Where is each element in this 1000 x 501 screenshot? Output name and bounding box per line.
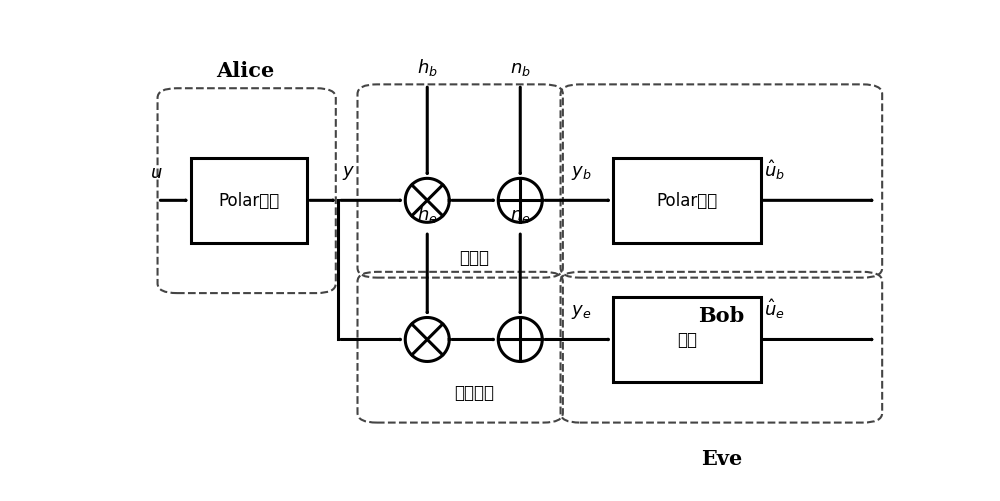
Text: Polar编码: Polar编码 <box>218 192 280 210</box>
Text: $\hat{u}_e$: $\hat{u}_e$ <box>764 297 785 321</box>
Text: Polar译码: Polar译码 <box>656 192 718 210</box>
Text: $n_b$: $n_b$ <box>510 60 531 78</box>
Text: $\hat{u}_b$: $\hat{u}_b$ <box>764 158 785 182</box>
Text: $u$: $u$ <box>150 164 162 182</box>
FancyBboxPatch shape <box>191 158 307 243</box>
Text: Alice: Alice <box>216 62 274 81</box>
Text: $y_e$: $y_e$ <box>571 303 591 321</box>
FancyBboxPatch shape <box>613 158 761 243</box>
Text: $y_b$: $y_b$ <box>571 164 591 182</box>
Text: Eve: Eve <box>701 448 742 468</box>
Text: $y$: $y$ <box>342 164 355 182</box>
FancyBboxPatch shape <box>613 298 761 382</box>
Text: $n_e$: $n_e$ <box>510 206 531 224</box>
Text: Bob: Bob <box>698 305 744 325</box>
Text: $h_b$: $h_b$ <box>417 57 438 78</box>
Text: $h_e$: $h_e$ <box>417 203 438 224</box>
Text: 主信道: 主信道 <box>459 248 489 267</box>
Text: 译码: 译码 <box>677 331 697 349</box>
Text: 窃听信道: 窃听信道 <box>454 384 494 401</box>
